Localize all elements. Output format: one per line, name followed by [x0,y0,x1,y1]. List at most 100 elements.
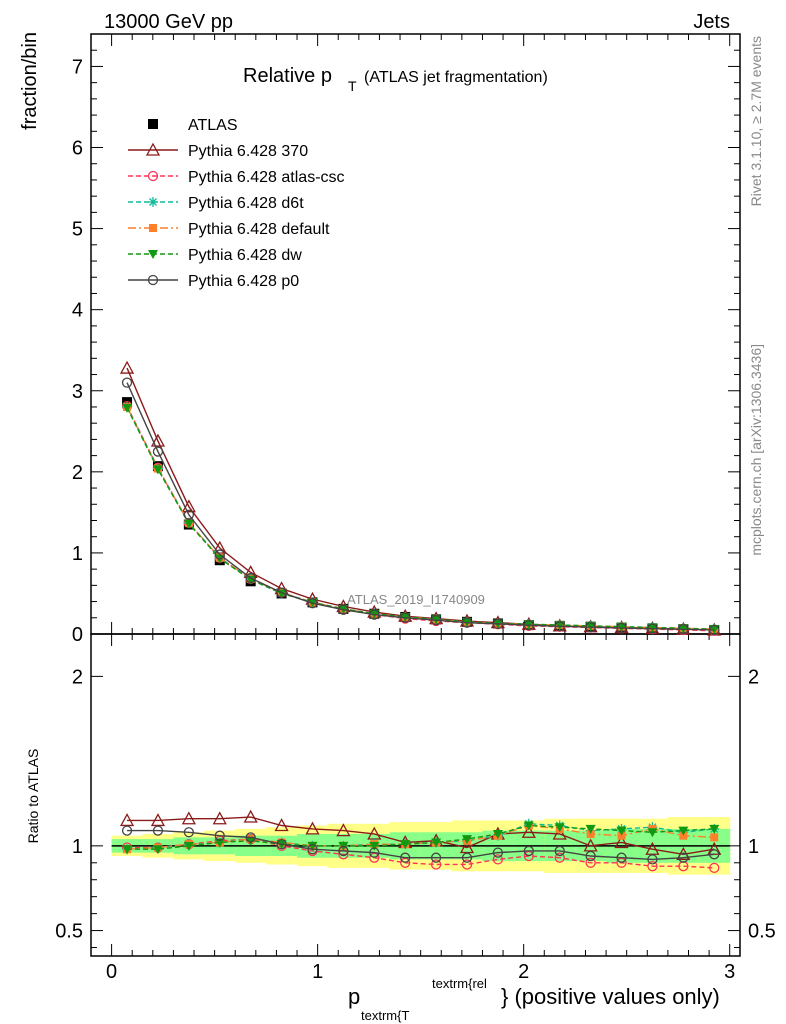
main-y-tick-label: 1 [72,543,83,565]
data-point [369,609,380,620]
series-line [126,382,715,631]
ratio-point [305,821,320,835]
data-point [585,622,596,633]
ratio-plot-frame [90,633,741,957]
ratio-point [583,838,598,852]
ratio-line [127,838,715,869]
ratio-point [647,861,658,872]
series-6 [121,377,720,636]
x-tick-label: 3 [724,961,735,983]
ratio-point [400,852,411,863]
legend-entry: Pythia 6.428 dw [128,247,302,264]
ratio-point [307,841,318,851]
ratio-y-tick-label: 2 [72,666,83,688]
ratio-point [709,862,720,874]
ratio-point [647,828,658,838]
ratio-point [338,845,349,857]
legend-entry: Pythia 6.428 p0 [128,273,299,290]
legend-entry: Pythia 6.428 d6t [128,195,304,212]
ratio-point [554,845,565,857]
ratio-point [617,831,626,840]
mcplots-label: mcplots.cern.ch [arXiv:1306.3436] [748,344,764,556]
ratio-point [521,824,536,838]
data-point [119,360,135,374]
ratio-point [274,818,289,832]
ratio-point [585,824,596,834]
ratio-point [212,811,227,825]
ratio-point [152,825,164,836]
data-point [276,587,287,598]
data-point [523,620,534,631]
legend-entry: ATLAS [148,117,238,134]
ratio-point [150,813,166,827]
ratio-point [523,845,534,857]
data-point [430,615,442,626]
x-axis: 0 1 2 3 [106,34,735,983]
ratio-point [245,832,256,843]
ratio-point [709,849,720,860]
legend-label: ATLAS [188,117,238,134]
data-point [678,624,689,635]
main-y-label: fraction/bin [19,32,41,130]
ratio-point [119,813,135,827]
ratio-point [585,857,596,868]
data-point [616,622,627,632]
legend-entry: Pythia 6.428 default [128,221,330,238]
header-right: Jets [693,11,730,33]
legend-marker [148,197,158,207]
ratio-y-tick-label: 0.5 [55,921,83,943]
ratio-point [122,845,133,855]
data-point [152,446,164,457]
main-y-tick-label: 4 [72,300,83,322]
plot-title-main: Relative p [243,65,332,87]
data-point [554,621,565,632]
ratio-y-axis: 0.5 0.5 1 1 2 2 [55,666,776,949]
ratio-point [614,835,629,849]
ratio-point [400,840,411,850]
ratio-point [214,830,225,841]
ratio-point [707,841,722,855]
legend-entry: Pythia 6.428 atlas-csc [128,169,345,186]
ratio-point [336,823,351,837]
data-point [122,403,133,413]
legend-label: Pythia 6.428 p0 [188,273,299,290]
header-left: 13000 GeV pp [104,11,233,33]
generated-chart-layer: 0 1 2 3 4 5 6 7 0 1 2 3 0.5 0.5 1 1 2 2 ATLAS Pythia 6.428 … [55,33,776,983]
ratio-y-tick-label-right: 2 [748,666,759,688]
data-point [214,549,225,560]
x-tick-label: 1 [312,961,323,983]
data-point [554,621,565,631]
plot-title-paren: (ATLAS jet fragmentation) [364,69,548,86]
main-y-axis: 0 1 2 3 4 5 6 7 [72,49,740,646]
ratio-y-tick-label-right: 0.5 [748,921,776,943]
rivet-label: Rivet 3.1.10, ≥ 2.7M events [748,36,764,206]
ratio-point [586,829,595,838]
data-point [183,509,195,520]
data-point [245,575,256,585]
ratio-point [678,852,689,863]
x-label-tail: } (positive values only) [501,984,720,1009]
ratio-point [307,844,318,855]
ratio-point [430,852,442,863]
data-point [183,519,194,529]
ratio-point [645,841,660,855]
ratio-point [585,850,596,862]
ratio-point [647,854,658,865]
ratio-point [181,811,196,825]
ratio-point [459,840,475,854]
ratio-line [127,829,715,861]
ratio-point [552,826,567,840]
legend-marker [148,119,158,129]
ratio-point [367,826,382,840]
data-point [307,598,318,609]
legend-label: Pythia 6.428 d6t [188,195,304,212]
legend-label: Pythia 6.428 370 [188,143,308,160]
ratio-point [121,825,133,836]
data-point [152,465,163,475]
ratio-y-tick-label-right: 1 [748,836,759,858]
legend-label: Pythia 6.428 dw [188,247,302,264]
x-label-sub: textrm{T [361,1008,409,1023]
data-point [150,433,166,447]
ratio-line [127,824,715,850]
ratio-point [461,852,473,863]
